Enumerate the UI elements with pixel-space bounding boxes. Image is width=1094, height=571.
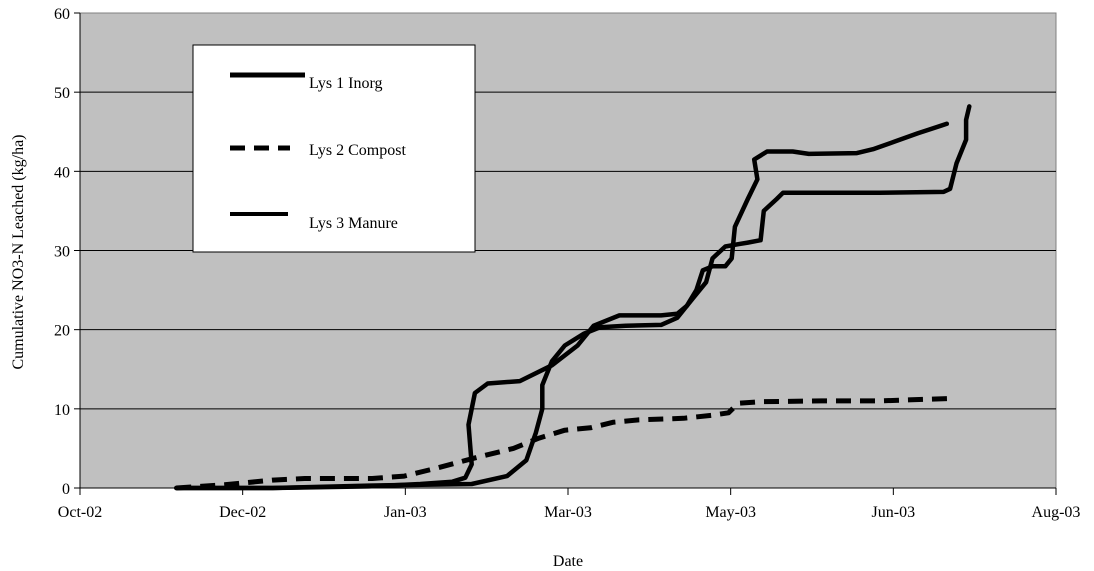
y-axis-title: Cumulative NO3-N Leached (kg/ha) [10, 134, 27, 369]
x-tick-label: Oct-02 [58, 504, 102, 521]
y-tick-label: 0 [62, 481, 70, 498]
y-tick-label: 10 [54, 402, 70, 419]
x-tick-label: Jan-03 [384, 504, 427, 521]
x-axis-title: Date [553, 553, 583, 570]
legend-label-lys1: Lys 1 Inorg [309, 75, 382, 92]
y-tick-label: 60 [54, 6, 70, 23]
y-tick-label: 50 [54, 85, 70, 102]
series-line-3 [174, 104, 972, 491]
x-tick-label: May-03 [705, 504, 756, 521]
y-tick-label: 20 [54, 323, 70, 340]
x-tick-label: Aug-03 [1032, 504, 1081, 521]
x-tick-label: Dec-02 [219, 504, 266, 521]
y-tick-label: 30 [54, 244, 70, 261]
x-tick-label: Jun-03 [872, 504, 916, 521]
series-line-2 [176, 393, 956, 491]
legend: Lys 1 Inorg Lys 2 Compost Lys 3 Manure [192, 44, 476, 253]
legend-label-lys3: Lys 3 Manure [309, 215, 398, 232]
x-tick-label: Mar-03 [544, 504, 592, 521]
y-tick-label: 40 [54, 164, 70, 181]
legend-label-lys2: Lys 2 Compost [309, 142, 406, 159]
axes: 0 10 20 30 40 50 60 Oct-02 Dec-02 Jan-03 Mar-03 May… [54, 6, 1080, 521]
series-layer [174, 104, 972, 491]
